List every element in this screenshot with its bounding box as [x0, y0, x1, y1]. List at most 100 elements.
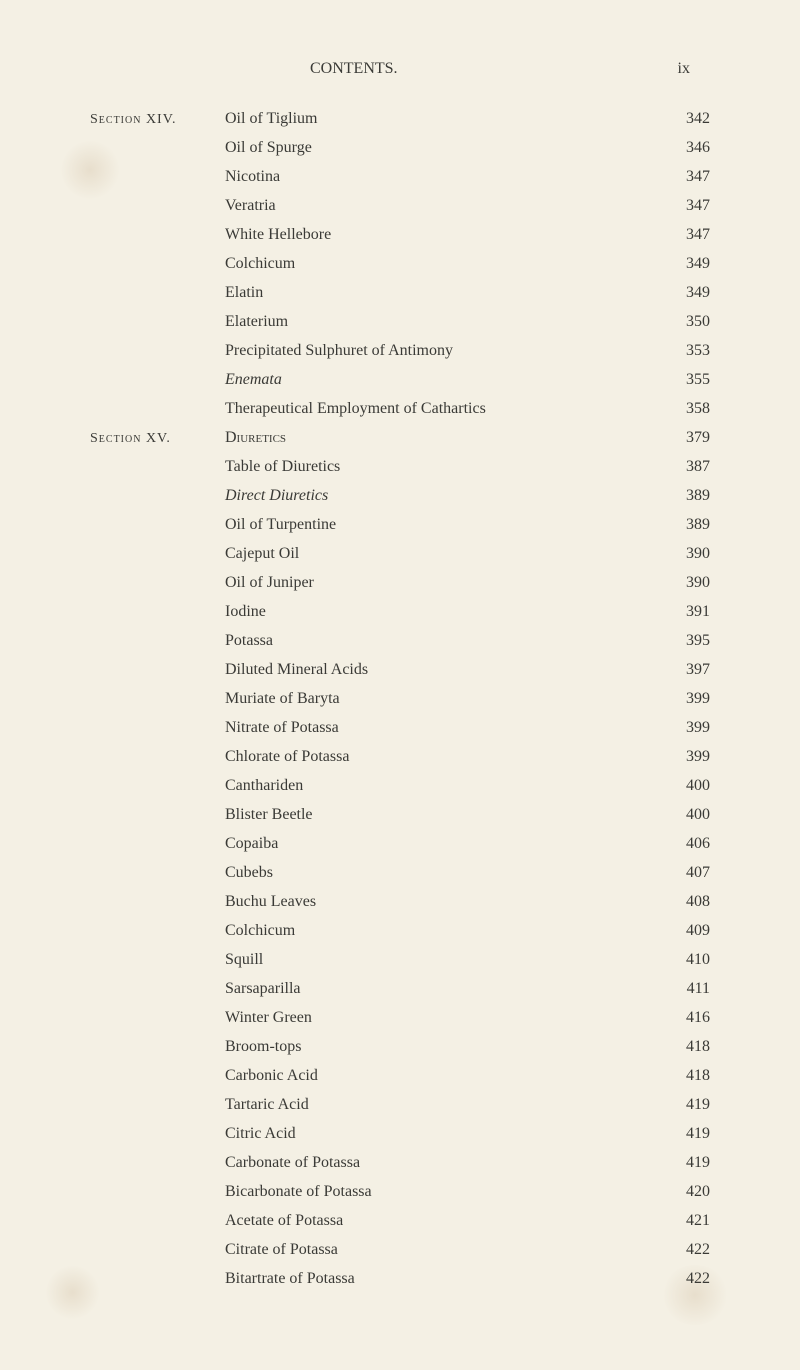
toc-entry-page: 395 — [650, 632, 710, 650]
toc-row: Copaiba406 — [90, 835, 710, 855]
toc-entry-page: 418 — [650, 1038, 710, 1056]
toc-row: Potassa395 — [90, 632, 710, 652]
toc-entry-label: Acetate of Potassa — [220, 1212, 650, 1230]
header-title: CONTENTS. — [310, 60, 398, 78]
toc-entry-page: 409 — [650, 922, 710, 940]
toc-entry-label: Buchu Leaves — [220, 893, 650, 911]
toc-row: Carbonate of Potassa419 — [90, 1154, 710, 1174]
toc-row: Muriate of Baryta399 — [90, 690, 710, 710]
toc-entry-page: 391 — [650, 603, 710, 621]
toc-row: Section XIV.Oil of Tiglium342 — [90, 110, 710, 130]
toc-entry-label: Winter Green — [220, 1009, 650, 1027]
toc-row: Bitartrate of Potassa422 — [90, 1270, 710, 1290]
toc-entry-label: Bitartrate of Potassa — [220, 1270, 650, 1288]
toc-entry-page: 347 — [650, 197, 710, 215]
table-of-contents: Section XIV.Oil of Tiglium342 Oil of Spur… — [90, 110, 710, 1290]
toc-entry-label: Citric Acid — [220, 1125, 650, 1143]
toc-entry-label: Tartaric Acid — [220, 1096, 650, 1114]
toc-row: Elatin349 — [90, 284, 710, 304]
toc-entry-label: Enemata — [220, 371, 650, 389]
toc-entry-label: Copaiba — [220, 835, 650, 853]
toc-row: Diluted Mineral Acids397 — [90, 661, 710, 681]
toc-entry-page: 358 — [650, 400, 710, 418]
toc-row: Cajeput Oil390 — [90, 545, 710, 565]
toc-entry-page: 390 — [650, 574, 710, 592]
toc-row: Colchicum349 — [90, 255, 710, 275]
toc-entry-page: 421 — [650, 1212, 710, 1230]
toc-row: Blister Beetle400 — [90, 806, 710, 826]
toc-entry-page: 411 — [650, 980, 710, 998]
toc-entry-page: 399 — [650, 748, 710, 766]
toc-entry-label: Iodine — [220, 603, 650, 621]
toc-entry-page: 355 — [650, 371, 710, 389]
toc-row: Table of Diuretics387 — [90, 458, 710, 478]
toc-row: Veratria347 — [90, 197, 710, 217]
toc-entry-label: Bicarbonate of Potassa — [220, 1183, 650, 1201]
toc-entry-label: Carbonic Acid — [220, 1067, 650, 1085]
toc-row: Oil of Turpentine389 — [90, 516, 710, 536]
toc-entry-label: Oil of Juniper — [220, 574, 650, 592]
toc-entry-label: Precipitated Sulphuret of Antimony — [220, 342, 650, 360]
section-label: Section XIV. — [90, 112, 220, 128]
toc-entry-label: Broom-tops — [220, 1038, 650, 1056]
toc-entry-page: 379 — [650, 429, 710, 447]
toc-entry-page: 407 — [650, 864, 710, 882]
toc-entry-label: Blister Beetle — [220, 806, 650, 824]
toc-row: Bicarbonate of Potassa420 — [90, 1183, 710, 1203]
toc-row: Canthariden400 — [90, 777, 710, 797]
toc-entry-label: Chlorate of Potassa — [220, 748, 650, 766]
toc-entry-label: Table of Diuretics — [220, 458, 650, 476]
toc-entry-page: 399 — [650, 690, 710, 708]
toc-entry-label: Colchicum — [220, 922, 650, 940]
toc-entry-label: Elaterium — [220, 313, 650, 331]
toc-row: Chlorate of Potassa399 — [90, 748, 710, 768]
header-page-number: ix — [678, 60, 690, 78]
toc-row: Tartaric Acid419 — [90, 1096, 710, 1116]
toc-entry-label: Oil of Tiglium — [220, 110, 650, 128]
toc-entry-label: Diuretics — [220, 429, 650, 447]
toc-entry-page: 397 — [650, 661, 710, 679]
toc-entry-label: Veratria — [220, 197, 650, 215]
toc-entry-page: 350 — [650, 313, 710, 331]
toc-entry-page: 416 — [650, 1009, 710, 1027]
toc-row: White Hellebore347 — [90, 226, 710, 246]
toc-entry-label: Carbonate of Potassa — [220, 1154, 650, 1172]
toc-entry-page: 410 — [650, 951, 710, 969]
toc-row: Elaterium350 — [90, 313, 710, 333]
toc-entry-page: 419 — [650, 1125, 710, 1143]
toc-entry-label: Oil of Turpentine — [220, 516, 650, 534]
toc-row: Colchicum409 — [90, 922, 710, 942]
toc-entry-page: 419 — [650, 1154, 710, 1172]
toc-entry-page: 389 — [650, 487, 710, 505]
toc-entry-page: 399 — [650, 719, 710, 737]
toc-entry-label: Elatin — [220, 284, 650, 302]
toc-entry-page: 408 — [650, 893, 710, 911]
toc-row: Oil of Spurge346 — [90, 139, 710, 159]
toc-row: Nitrate of Potassa399 — [90, 719, 710, 739]
toc-entry-label: Diluted Mineral Acids — [220, 661, 650, 679]
toc-entry-label: White Hellebore — [220, 226, 650, 244]
toc-entry-page: 389 — [650, 516, 710, 534]
toc-entry-label: Nicotina — [220, 168, 650, 186]
toc-row: Precipitated Sulphuret of Antimony353 — [90, 342, 710, 362]
toc-entry-page: 420 — [650, 1183, 710, 1201]
toc-row: Sarsaparilla411 — [90, 980, 710, 1000]
running-header: CONTENTS. ix — [90, 60, 710, 78]
toc-entry-label: Citrate of Potassa — [220, 1241, 650, 1259]
toc-entry-page: 419 — [650, 1096, 710, 1114]
toc-entry-page: 353 — [650, 342, 710, 360]
toc-row: Buchu Leaves408 — [90, 893, 710, 913]
toc-row: Winter Green416 — [90, 1009, 710, 1029]
toc-entry-page: 390 — [650, 545, 710, 563]
toc-entry-label: Sarsaparilla — [220, 980, 650, 998]
toc-entry-page: 418 — [650, 1067, 710, 1085]
toc-entry-page: 422 — [650, 1241, 710, 1259]
toc-row: Enemata355 — [90, 371, 710, 391]
toc-entry-page: 347 — [650, 168, 710, 186]
toc-row: Cubebs407 — [90, 864, 710, 884]
toc-row: Therapeutical Employment of Cathartics35… — [90, 400, 710, 420]
toc-entry-label: Canthariden — [220, 777, 650, 795]
page-container: CONTENTS. ix Section XIV.Oil of Tiglium3… — [90, 60, 710, 1310]
toc-entry-page: 349 — [650, 284, 710, 302]
toc-row: Broom-tops418 — [90, 1038, 710, 1058]
